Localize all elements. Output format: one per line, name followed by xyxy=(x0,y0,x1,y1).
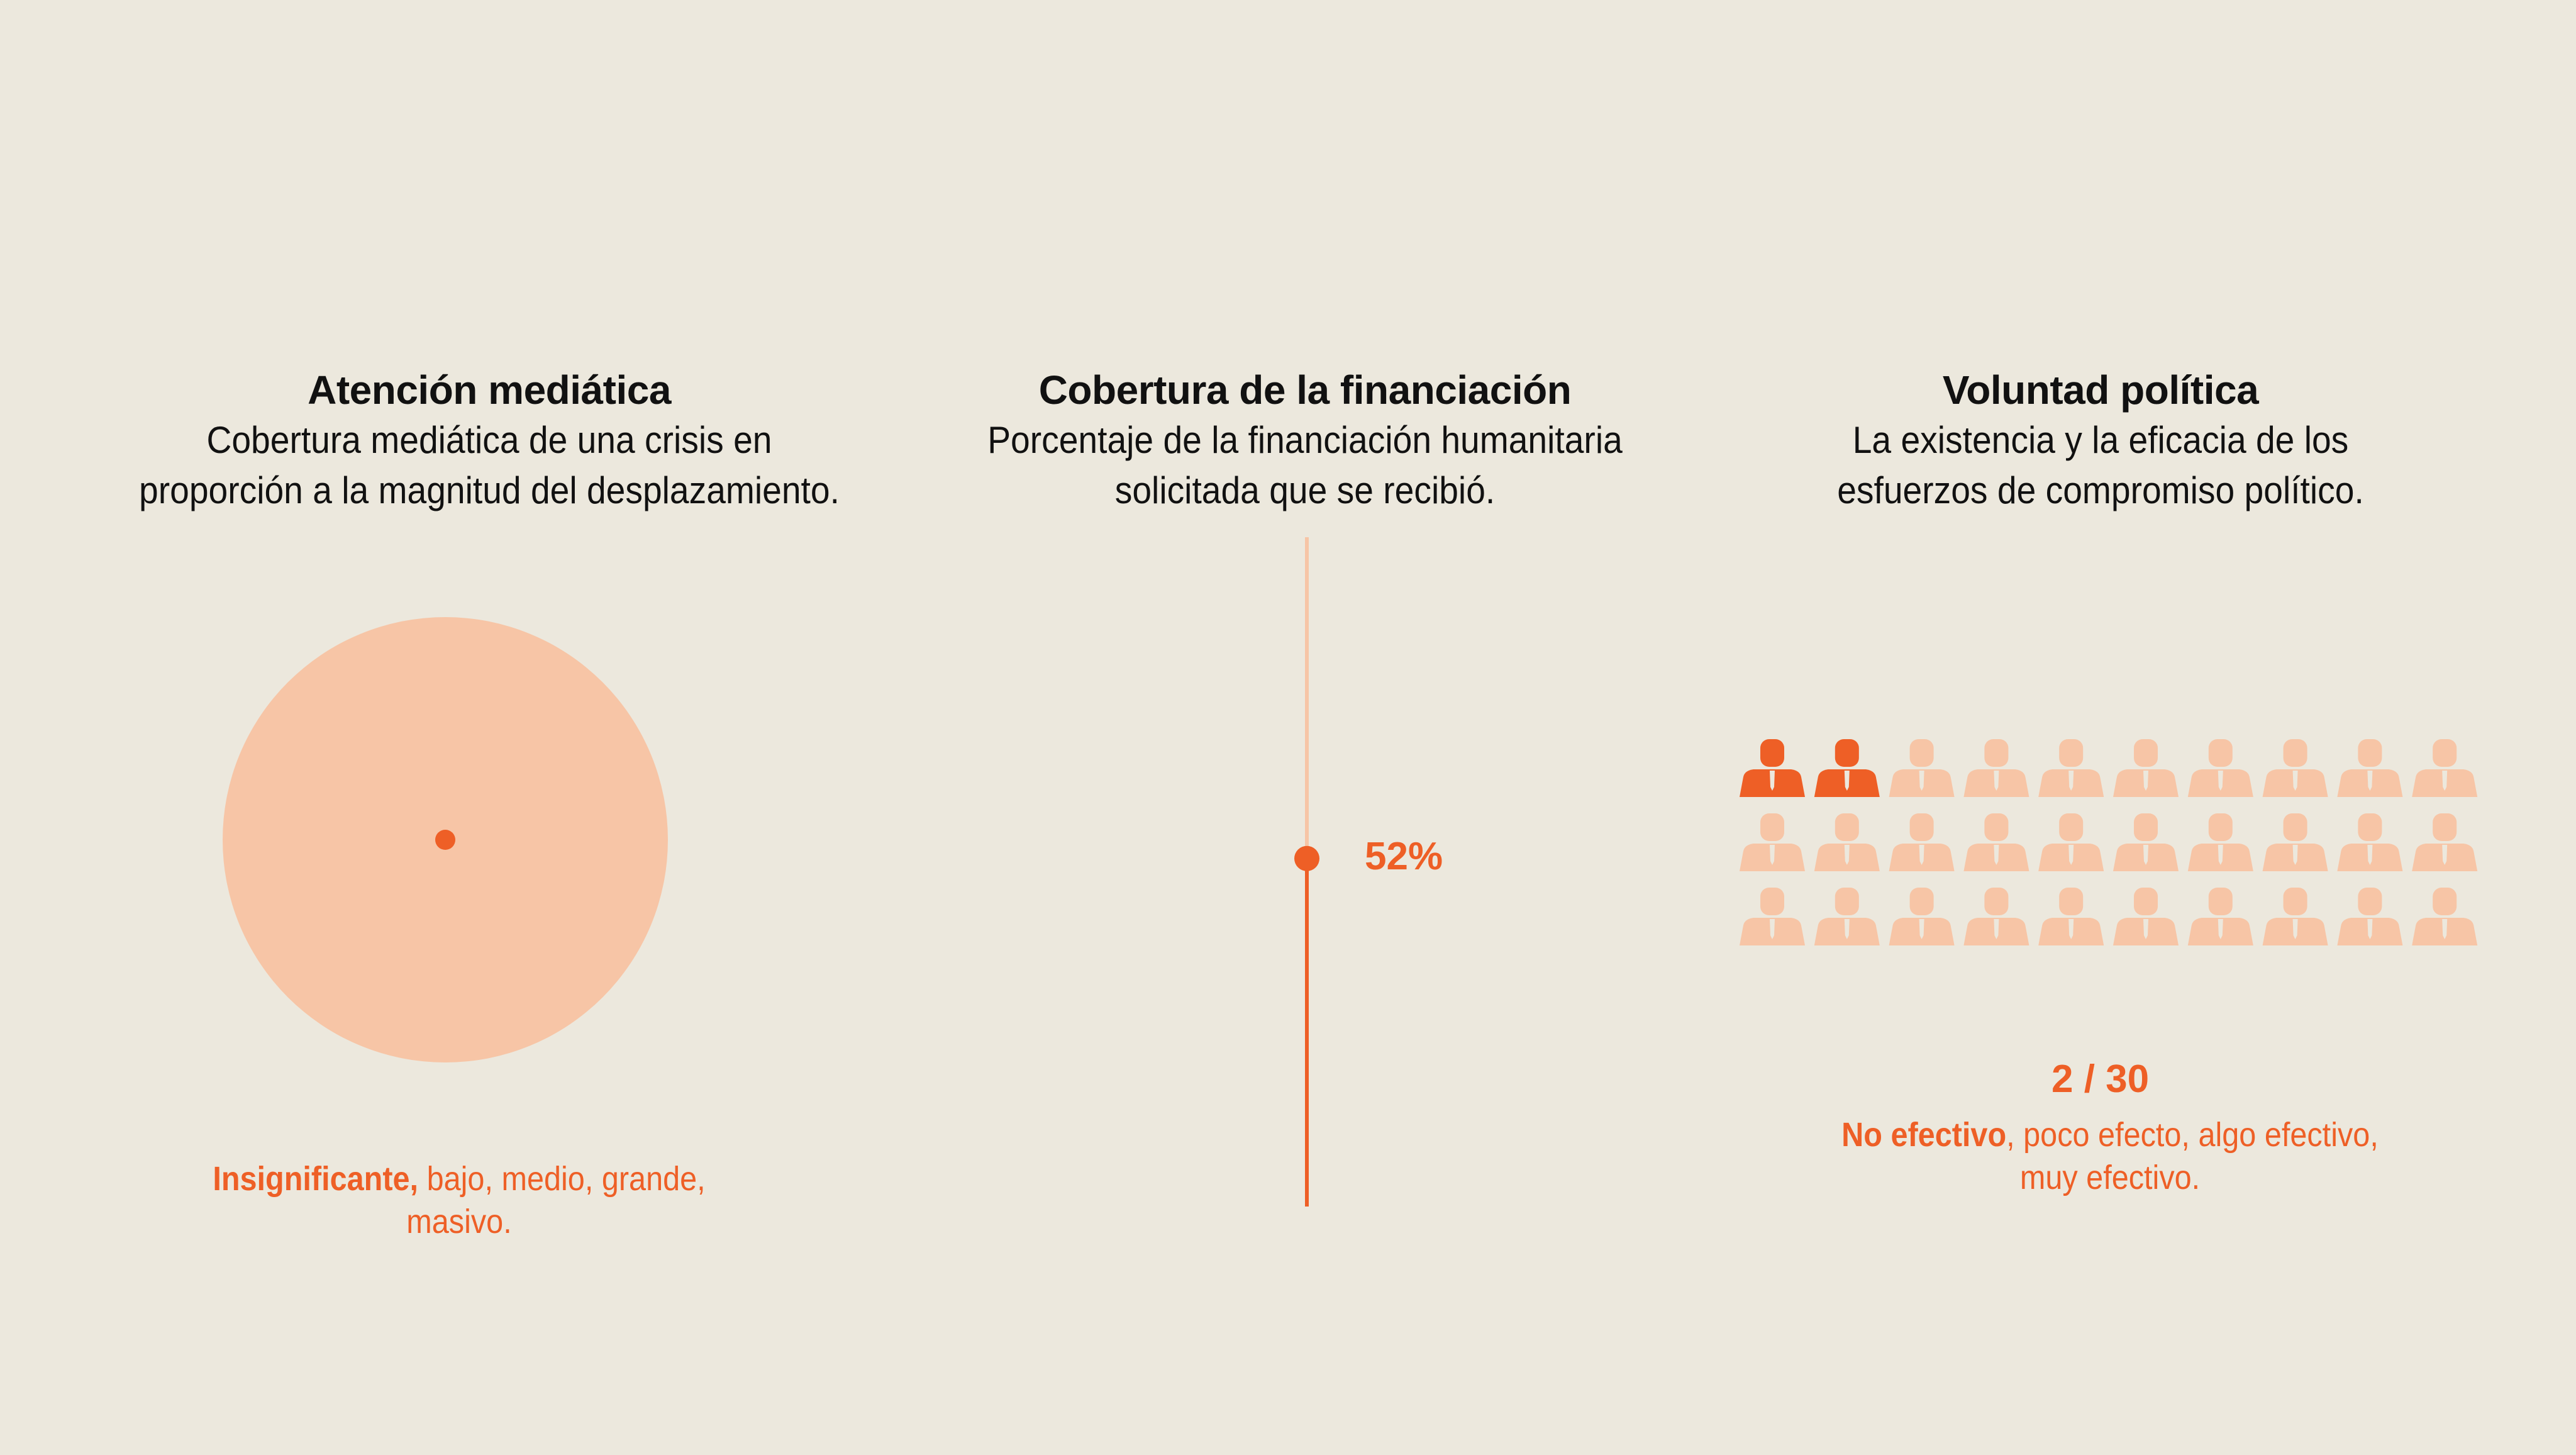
political-selected-level: No efectivo xyxy=(1841,1116,2007,1154)
person-icon xyxy=(1963,739,2029,797)
political-other-levels-2: muy efectivo. xyxy=(2019,1159,2201,1196)
media-subtitle-line-1: Cobertura mediática de una crisis en xyxy=(206,419,772,461)
person-icon xyxy=(1889,813,1955,871)
person-icon xyxy=(2262,813,2328,871)
person-icon xyxy=(2113,813,2179,871)
person-icon xyxy=(2187,888,2253,945)
person-icon xyxy=(2187,813,2253,871)
political-scale-caption: No efectivo, poco efecto, algo efectivo,… xyxy=(1785,1113,2436,1199)
person-icon xyxy=(2412,739,2478,797)
person-icon xyxy=(2113,888,2179,945)
media-subtitle: Cobertura mediática de una crisis en pro… xyxy=(113,415,865,516)
person-icon xyxy=(1814,888,1880,945)
person-icon xyxy=(1963,813,2029,871)
person-icon xyxy=(1740,813,1805,871)
funding-marker xyxy=(1294,845,1319,871)
funding-value-label: 52% xyxy=(1365,835,1443,878)
political-subtitle-line-1: La existencia y la eficacia de los xyxy=(1852,419,2349,461)
funding-title: Cobertura de la financiación xyxy=(1038,367,1572,413)
person-icon xyxy=(2337,739,2403,797)
funding-panel: Cobertura de la financiación Porcentaje … xyxy=(896,365,1714,516)
political-title: Voluntad política xyxy=(1942,367,2259,413)
person-icon xyxy=(2038,813,2104,871)
person-icon xyxy=(2113,739,2179,797)
political-other-levels: , poco efecto, algo efectivo, xyxy=(2006,1116,2379,1154)
media-other-levels-2: masivo. xyxy=(406,1203,512,1240)
political-score-label: 2 / 30 xyxy=(2051,1057,2150,1101)
person-icon xyxy=(1740,888,1805,945)
media-other-levels: bajo, medio, grande, xyxy=(418,1160,706,1198)
person-icon xyxy=(2038,888,2104,945)
person-icon xyxy=(2187,739,2253,797)
person-icon xyxy=(1814,813,1880,871)
person-icon xyxy=(2412,888,2478,945)
political-subtitle-line-2: esfuerzos de compromiso político. xyxy=(1837,469,2364,511)
political-subtitle: La existencia y la eficacia de los esfue… xyxy=(1724,415,2477,516)
political-panel: Voluntad política La existencia y la efi… xyxy=(1692,365,2509,516)
funding-subtitle: Porcentaje de la financiación humanitari… xyxy=(929,415,1681,516)
media-panel: Atención mediática Cobertura mediática d… xyxy=(80,365,898,516)
media-selected-level: Insignificante, xyxy=(213,1160,419,1198)
media-coverage-dot xyxy=(435,830,455,850)
media-scale-caption: Insignificante, bajo, medio, grande, mas… xyxy=(182,1157,736,1243)
person-icon xyxy=(2262,739,2328,797)
person-icon xyxy=(1889,739,1955,797)
person-icon xyxy=(2337,888,2403,945)
funding-subtitle-line-2: solicitada que se recibió. xyxy=(1114,469,1496,511)
media-subtitle-line-2: proporción a la magnitud del desplazamie… xyxy=(139,469,840,511)
person-icon xyxy=(2337,813,2403,871)
person-icon xyxy=(2262,888,2328,945)
person-icon xyxy=(1740,739,1805,797)
person-icon xyxy=(1963,888,2029,945)
funding-subtitle-line-1: Porcentaje de la financiación humanitari… xyxy=(987,419,1623,461)
person-icon xyxy=(1814,739,1880,797)
person-icon xyxy=(2038,739,2104,797)
person-icon xyxy=(1889,888,1955,945)
person-icon xyxy=(2412,813,2478,871)
media-title: Atención mediática xyxy=(308,367,671,413)
